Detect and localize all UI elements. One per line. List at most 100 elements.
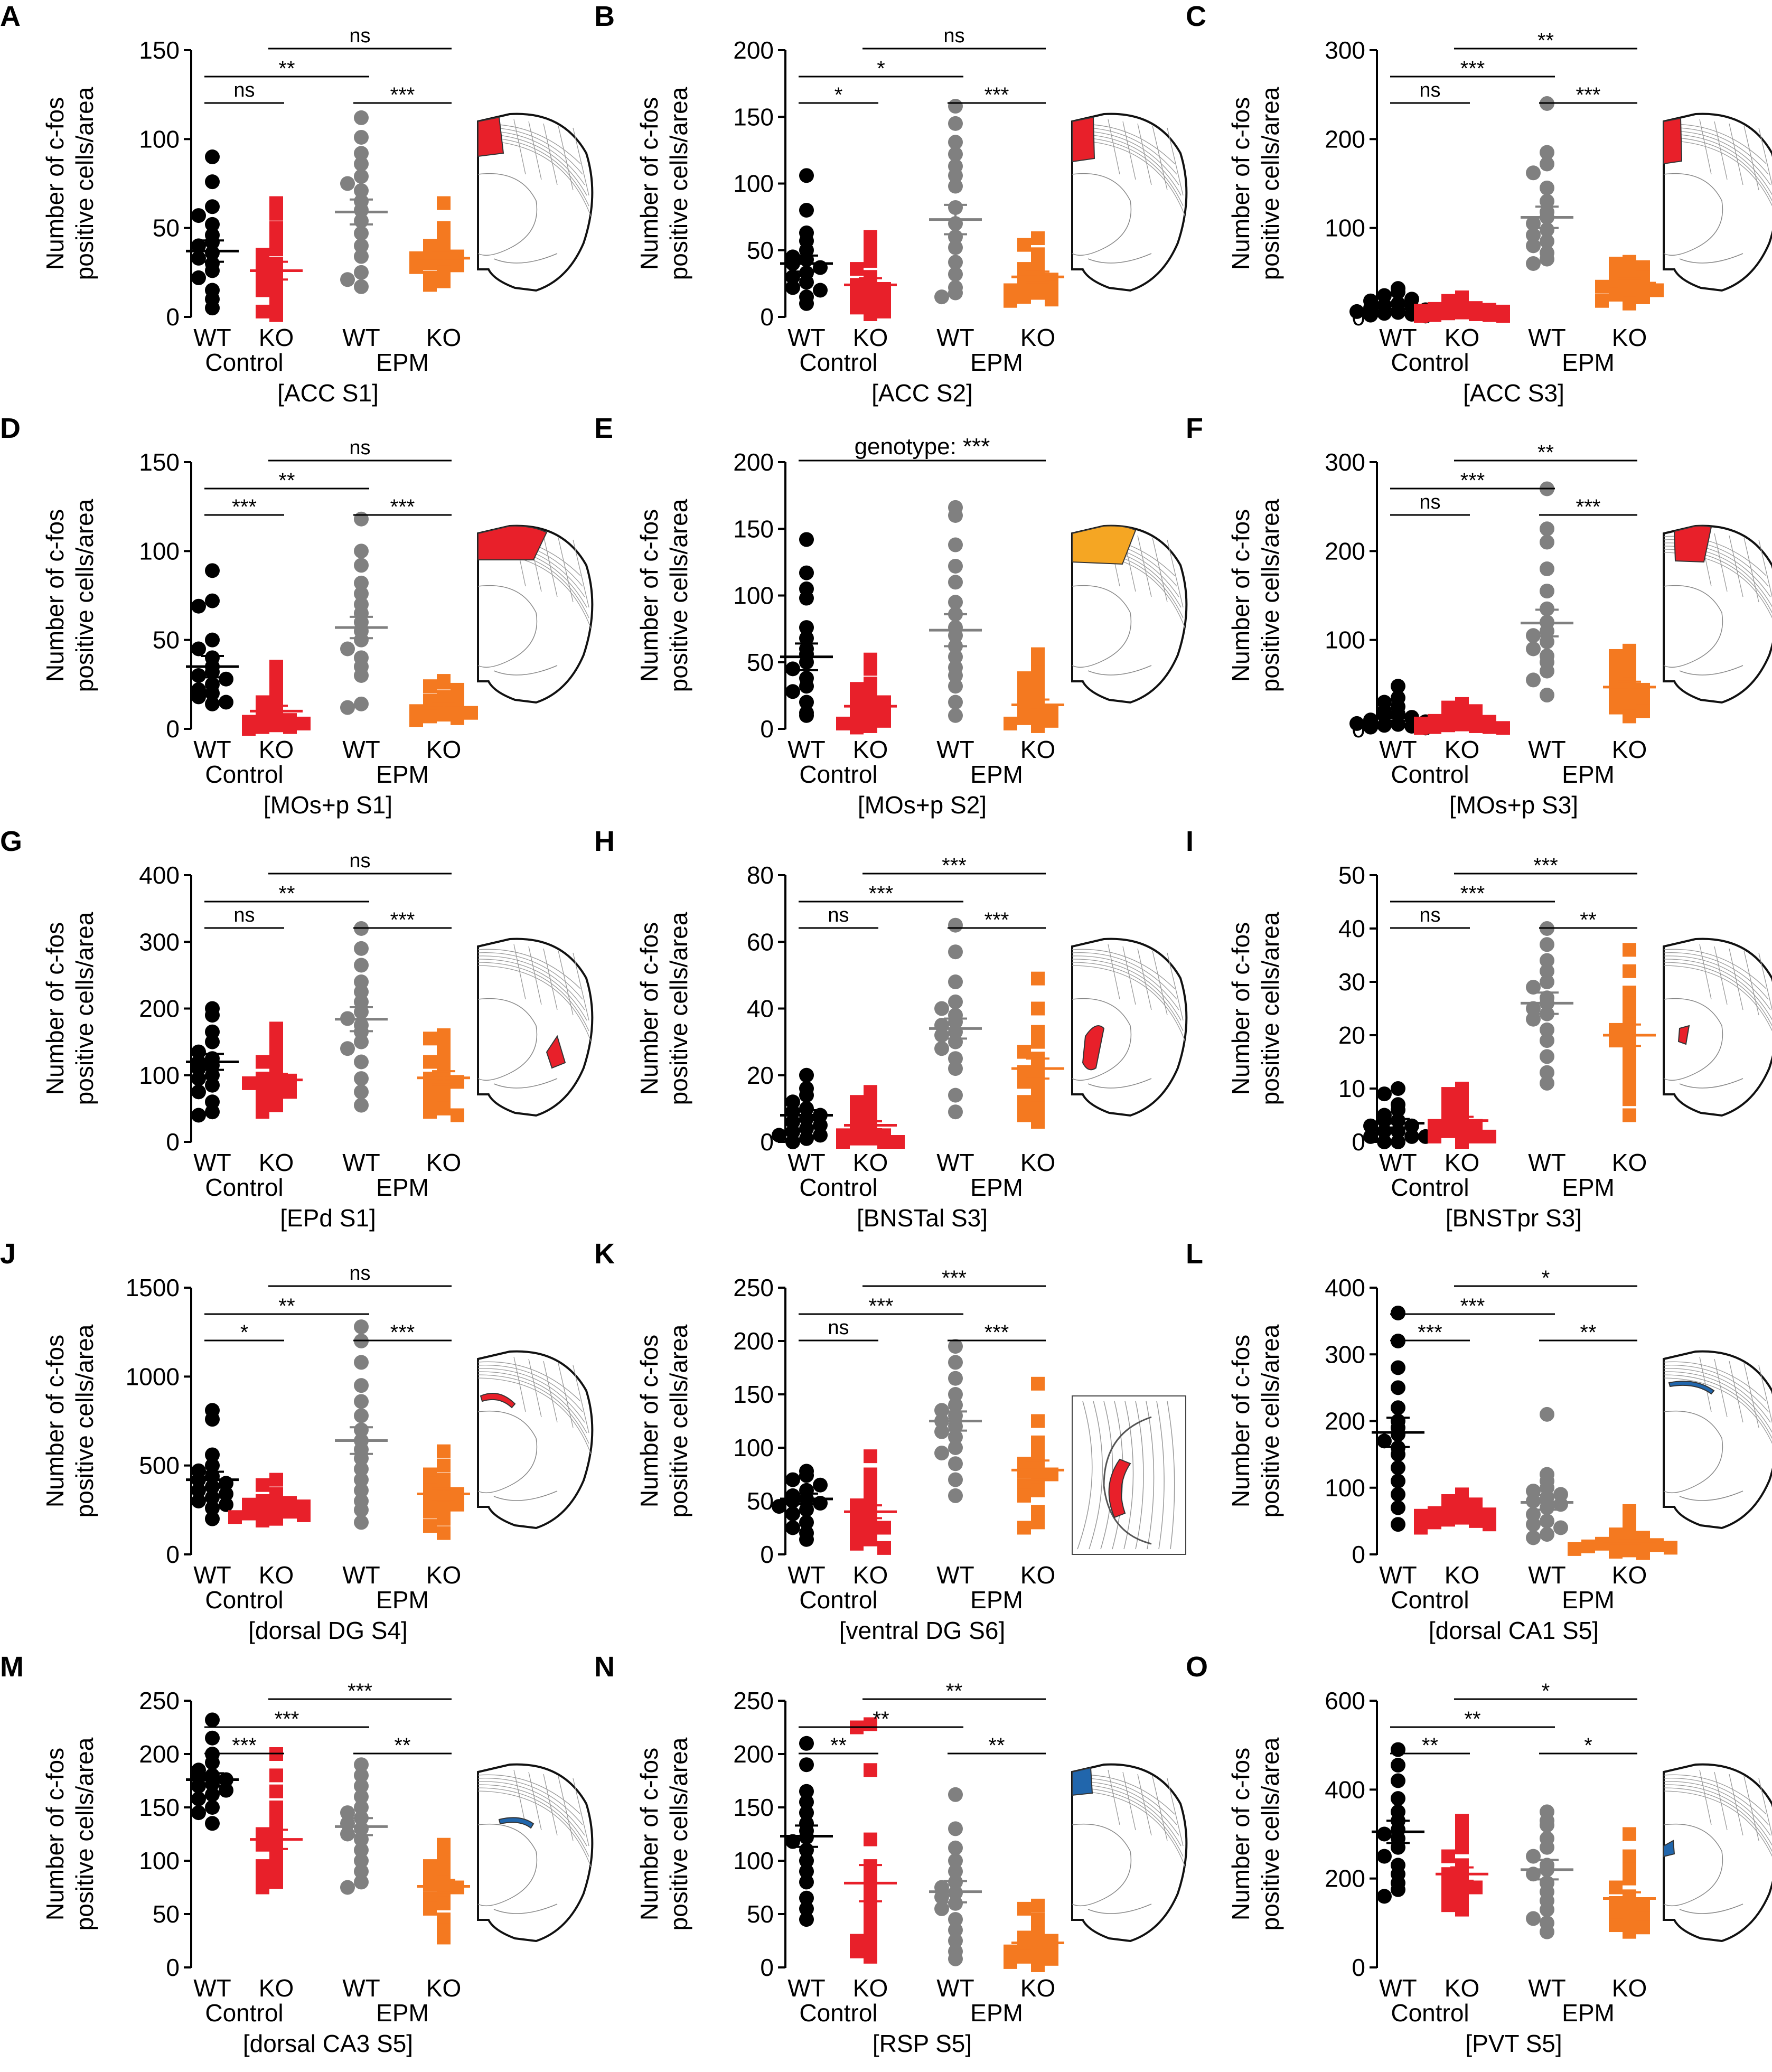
data-point	[948, 1923, 963, 1938]
series-0	[1372, 1305, 1424, 1532]
atlas-line	[1152, 950, 1168, 1016]
data-point	[340, 1880, 355, 1895]
scatter-plot: 0 20 40 60 80 Number of c-fospositive cells/a…	[635, 854, 1188, 1232]
data-point	[242, 722, 256, 736]
series-0	[780, 532, 833, 723]
data-point	[1414, 309, 1428, 323]
data-point	[1526, 1517, 1541, 1532]
data-point	[836, 716, 850, 730]
data-point	[1540, 251, 1554, 267]
data-point	[354, 1355, 369, 1370]
condition-label: EPM	[970, 349, 1023, 376]
data-point	[948, 1440, 963, 1455]
data-point	[1636, 1546, 1650, 1560]
y-tick-label: 50	[153, 1900, 180, 1928]
atlas-line	[543, 1361, 558, 1423]
x-group-label: WT	[1528, 1561, 1566, 1589]
data-point	[354, 1768, 369, 1783]
atlas-line	[1729, 1361, 1743, 1423]
brain-atlas-diagram	[477, 112, 594, 292]
data-point	[437, 274, 451, 288]
data-point	[1391, 1400, 1405, 1415]
data-point	[1568, 1542, 1581, 1556]
significance-label: ***	[1576, 495, 1601, 519]
atlas-line	[1072, 1790, 1186, 1868]
data-point	[864, 1532, 877, 1546]
data-point	[864, 1832, 877, 1846]
data-point	[1017, 1108, 1031, 1122]
data-point	[772, 1128, 786, 1143]
y-axis-label-line: positive cells/area	[665, 87, 692, 280]
atlas-line	[1714, 1358, 1728, 1418]
y-axis-label: Number of c-fospositive cells/area	[41, 912, 98, 1105]
x-group-label: KO	[1612, 324, 1647, 351]
data-point	[205, 1490, 220, 1505]
data-point	[785, 1506, 800, 1522]
panel-e: E 0 50 100 150 200 Number of c-fospositive cel…	[594, 412, 1188, 819]
condition-label: EPM	[376, 1174, 429, 1201]
atlas-line	[543, 535, 558, 597]
data-point	[283, 1505, 297, 1519]
data-point	[437, 196, 451, 210]
scatter-plot: 0 200 400 600 Number of c-fospositive cells/…	[1227, 1680, 1772, 2057]
series-0	[772, 1464, 833, 1547]
scatter-plot: 0 100 200 300 400 Number of c-fospositive cel…	[1227, 1267, 1772, 1644]
y-axis-label-line: Number of c-fos	[635, 1335, 663, 1507]
x-group-label: KO	[853, 1561, 888, 1589]
atlas-outline	[477, 937, 594, 1117]
y-tick-label: 200	[139, 1740, 180, 1768]
scatter-plot: 0100200300Number of c-fospositive cells/…	[1227, 441, 1772, 819]
atlas-line	[1087, 1904, 1152, 1914]
panel-letter: I	[1186, 826, 1194, 857]
series-2	[1521, 1804, 1573, 1939]
y-tick-label: 100	[733, 1847, 774, 1874]
significance-label: ns	[349, 1262, 370, 1285]
data-point	[948, 1398, 963, 1413]
data-point	[1031, 665, 1045, 680]
series-2	[335, 921, 388, 1113]
condition-label: EPM	[970, 761, 1023, 788]
condition-label: EPM	[376, 349, 429, 376]
data-point	[1031, 286, 1045, 300]
y-axis-label-line: Number of c-fos	[635, 1748, 663, 1920]
data-point	[1636, 704, 1650, 718]
data-point	[354, 1084, 369, 1100]
data-point	[1031, 1483, 1045, 1497]
atlas-line	[1072, 998, 1132, 1081]
panel-letter: J	[0, 1238, 16, 1270]
data-point	[451, 682, 464, 697]
atlas-outline	[477, 1763, 594, 1943]
significance-label: *	[240, 1321, 249, 1344]
data-point	[948, 1355, 963, 1370]
data-point	[269, 1021, 283, 1036]
atlas-line	[1663, 1374, 1772, 1439]
data-point	[1540, 1840, 1554, 1855]
atlas-outline	[477, 1350, 594, 1530]
data-point	[813, 1477, 828, 1493]
data-point	[1581, 1539, 1595, 1553]
x-group-label: KO	[853, 324, 888, 351]
data-point	[1469, 1880, 1483, 1895]
data-point	[437, 221, 451, 235]
data-point	[283, 1085, 297, 1099]
y-tick-label: 300	[1325, 36, 1365, 64]
data-point	[1650, 283, 1664, 297]
data-point	[948, 255, 963, 270]
atlas-line	[1743, 125, 1759, 191]
data-point	[877, 293, 891, 307]
x-group-label: KO	[426, 1149, 461, 1176]
atlas-line	[493, 1904, 558, 1914]
data-point	[205, 1077, 220, 1093]
significance-label: *	[1542, 1680, 1550, 1703]
data-point	[934, 1028, 949, 1043]
data-point	[948, 267, 963, 282]
data-point	[451, 1108, 464, 1122]
panel-h: H 0 20 40 60 80 Number of c-fospositive cells/…	[594, 825, 1188, 1232]
condition-label: EPM	[1562, 1586, 1615, 1614]
data-point	[934, 1041, 949, 1056]
data-point	[1017, 238, 1031, 252]
data-point	[354, 958, 369, 973]
x-group-label: WT	[1379, 736, 1417, 763]
atlas-line	[513, 1356, 526, 1412]
highlighted-region	[477, 525, 548, 560]
